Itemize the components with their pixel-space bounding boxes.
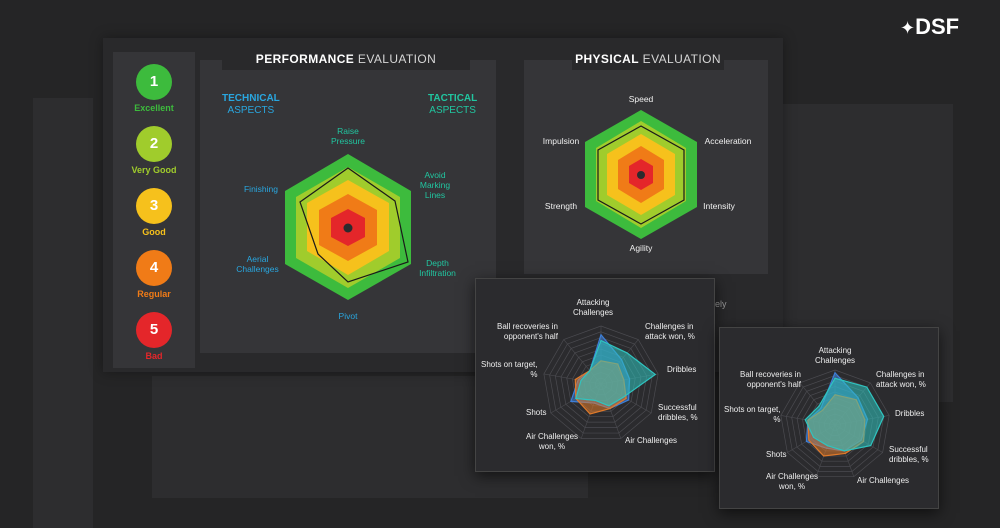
scale-item-bad: 5 Bad [113, 312, 195, 361]
scale-item-regular: 4 Regular [113, 250, 195, 299]
phys-center-dot [637, 171, 645, 179]
radar2-label-air-won: Air Challenges won, % [766, 472, 819, 491]
radar2-label-successful: Successful dribbles, % [889, 445, 929, 464]
star-icon: ✦ [900, 18, 916, 38]
radar2-label-shots-target: Shots on target,% [724, 405, 781, 424]
radar2-label-ball-recoveries: Ball recoveries in opponent's half [740, 370, 801, 389]
radar1-label-challenges-attack: Challenges in attack won, % [645, 322, 695, 341]
radar-series-teal [575, 339, 657, 407]
scale-item-very-good: 2 Very Good [113, 126, 195, 175]
radar1-label-ball-recoveries: Ball recoveries in opponent's half [497, 322, 558, 341]
radar-grid-ring [780, 369, 890, 478]
scale-label: Excellent [134, 103, 174, 113]
radar-grid-ring [549, 331, 653, 434]
scale-label: Very Good [131, 165, 177, 175]
radar1-label-dribbles: Dribbles [667, 365, 697, 374]
scale-number-badge: 4 [136, 250, 172, 286]
label-raise-pressure: Raise Pressure [330, 126, 365, 146]
dsf-logo: ✦DSF [900, 14, 960, 39]
label-finishing: Finishing [243, 184, 279, 194]
scale-label: Regular [137, 289, 171, 299]
scale-number-badge: 2 [136, 126, 172, 162]
performance-player-line [299, 167, 409, 283]
radar1-label-shots: Shots [526, 408, 547, 417]
radar1-label-successful: Successful dribbles, % [658, 403, 698, 422]
label-intensity: Intensity [703, 201, 735, 211]
label-depth-infiltration: Depth Infiltration [419, 258, 456, 278]
label-strength: Strength [544, 201, 578, 211]
label-acceleration: Acceleration [704, 136, 752, 146]
label-impulsion: Impulsion [542, 136, 580, 146]
performance-title: PERFORMANCE EVALUATION [222, 48, 470, 70]
label-aerial-challenges: Aerial Challenges [236, 254, 279, 274]
label-agility: Agility [629, 243, 653, 253]
radar-grid-ring [543, 325, 659, 439]
radar1-label-attacking: Attacking Challenges [573, 298, 614, 317]
radar2-label-shots: Shots [766, 450, 787, 459]
hex-center-dot [343, 223, 353, 233]
scale-number-badge: 5 [136, 312, 172, 348]
label-avoid-marking: Avoid Marking Lines [419, 170, 451, 200]
scale-number-badge: 3 [136, 188, 172, 224]
radar2-label-dribbles: Dribbles [895, 409, 925, 418]
label-pivot: Pivot [338, 311, 358, 321]
scale-label: Good [142, 227, 166, 237]
technical-aspects-label: TECHNICAL ASPECTS [222, 93, 280, 116]
radar1-label-air-won: Air Challenges won, % [526, 432, 579, 451]
rating-scale: 1 Excellent 2 Very Good 3 Good 4 Regular 5 Bad [113, 52, 195, 368]
radar1-label-air: Air Challenges [625, 436, 678, 445]
physical-player-line [597, 125, 685, 225]
physical-title: PHYSICAL EVALUATION [572, 48, 724, 70]
radar2-label-challenges-attack: Challenges in attack won, % [876, 370, 926, 389]
radar1-label-shots-target: Shots on target,% [481, 360, 538, 379]
scale-item-good: 3 Good [113, 188, 195, 237]
radar2-label-air: Air Challenges [857, 476, 910, 485]
scale-number-badge: 1 [136, 64, 172, 100]
radar2-label-attacking: Attacking Challenges [815, 346, 856, 365]
scale-label: Bad [145, 351, 163, 361]
radar-series-teal [804, 377, 885, 452]
background-block-left [33, 98, 93, 528]
tactical-aspects-label: TACTICAL ASPECTS [428, 93, 478, 116]
scale-item-excellent: 1 Excellent [113, 64, 195, 113]
label-speed: Speed [628, 94, 654, 104]
